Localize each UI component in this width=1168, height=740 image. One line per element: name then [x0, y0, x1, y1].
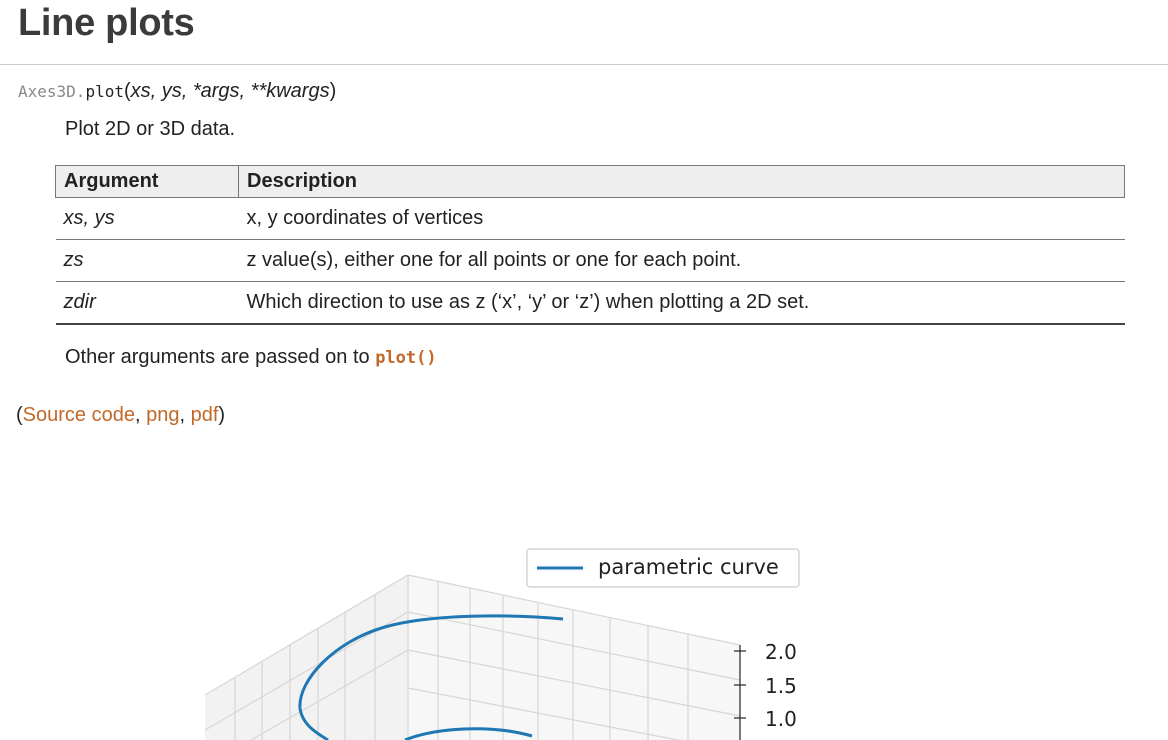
source-code-link[interactable]: Source code	[22, 404, 135, 426]
source-links-separator: ,	[179, 404, 191, 426]
signature-method-name: plot	[85, 82, 124, 101]
signature-params: xs, ys, *args, **kwargs	[130, 80, 330, 102]
signature-close-paren: )	[329, 80, 337, 102]
method-summary: Plot 2D or 3D data.	[65, 118, 236, 140]
z-tick-label: 1.5	[765, 674, 797, 698]
argument-cell: zs	[55, 239, 239, 282]
header-argument: Argument	[55, 165, 239, 198]
other-arguments-note: Other arguments are passed on to plot()	[65, 346, 437, 369]
table-row: zs z value(s), either one for all points…	[55, 239, 1125, 282]
z-axis-ticks	[734, 650, 746, 719]
back-pane	[408, 575, 740, 740]
description-cell: Which direction to use as z (‘x’, ‘y’ or…	[238, 281, 1125, 325]
series-line-parametric-curve	[298, 614, 564, 740]
page-title: Line plots	[18, 2, 195, 44]
signature-open-paren: (	[123, 80, 131, 102]
source-links-separator: ,	[134, 404, 147, 426]
argument-cell: zdir	[55, 281, 239, 325]
argument-cell: xs, ys	[55, 197, 239, 240]
z-tick-label: 2.0	[765, 640, 797, 664]
pdf-link[interactable]: pdf	[190, 404, 219, 426]
source-links-close-paren: )	[218, 404, 226, 426]
description-cell: x, y coordinates of vertices	[238, 197, 1125, 240]
png-link[interactable]: png	[146, 404, 180, 426]
legend-box	[526, 548, 800, 588]
table-row: xs, ys x, y coordinates of vertices	[55, 197, 1125, 240]
table-header-row: Argument Description	[55, 165, 1125, 198]
plot-function-link[interactable]: plot()	[375, 348, 437, 368]
signature-class-prefix: Axes3D.	[18, 82, 86, 101]
method-signature: Axes3D.plot(xs, ys, *args, **kwargs)	[18, 80, 336, 103]
source-links-open-paren: (	[16, 404, 23, 426]
title-divider	[0, 64, 1168, 65]
arguments-table: Argument Description xs, ys x, y coordin…	[55, 165, 1125, 325]
header-description: Description	[238, 165, 1125, 198]
legend: parametric curve	[526, 548, 800, 588]
description-cell: z value(s), either one for all points or…	[238, 239, 1125, 282]
parametric-curve-plot: 2.0 1.5 1.0 parametric curve	[204, 548, 800, 740]
left-pane	[205, 575, 408, 740]
source-links: (Source code, png, pdf)	[16, 404, 225, 427]
table-row: zdir Which direction to use as z (‘x’, ‘…	[55, 281, 1125, 325]
other-arguments-text: Other arguments are passed on to	[65, 346, 376, 368]
z-tick-label: 1.0	[765, 707, 797, 731]
legend-label: parametric curve	[598, 555, 779, 579]
